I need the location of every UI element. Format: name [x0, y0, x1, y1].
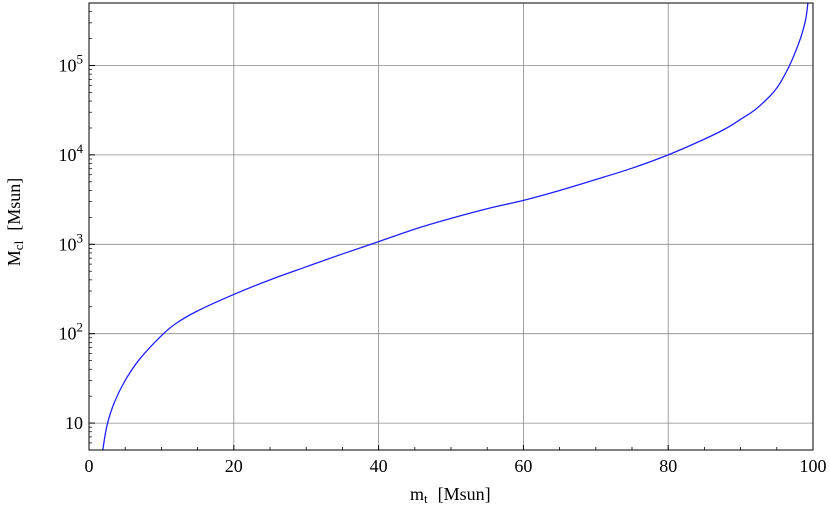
- grid: [89, 3, 813, 450]
- x-tick-label: 0: [85, 456, 94, 476]
- y-tick-label-exponent: 4: [77, 141, 84, 156]
- y-axis-label-unit: [Msun]: [4, 178, 24, 231]
- y-tick-label-exponent: 5: [77, 51, 84, 66]
- y-tick-label: 102: [59, 320, 84, 344]
- x-tick-label: 100: [800, 456, 827, 476]
- x-tick-labels: 0 20 40 60 80 100: [85, 456, 827, 476]
- plot-frame: [88, 2, 814, 451]
- x-tick-label: 60: [514, 456, 532, 476]
- y-tick-label-base: 10: [59, 234, 77, 254]
- x-tick-label: 40: [370, 456, 388, 476]
- ticks: [88, 2, 814, 451]
- y-tick-label-base: 10: [65, 413, 83, 433]
- y-tick-label: 105: [59, 51, 84, 75]
- y-tick-label-base: 10: [59, 145, 77, 165]
- x-tick-label: 20: [225, 456, 243, 476]
- x-axis-label-sub: t: [424, 491, 428, 506]
- y-axis-label-sub: cl: [11, 240, 26, 250]
- x-axis-label-unit: [Msun]: [438, 484, 491, 504]
- y-tick-label: 103: [59, 230, 84, 254]
- y-axis-label-main: M: [4, 250, 24, 266]
- x-axis-label: mt [Msun]: [410, 484, 491, 506]
- x-axis-label-main: m: [410, 484, 424, 504]
- y-tick-label: 10: [65, 413, 83, 433]
- y-axis-label: Mcl [Msun]: [4, 178, 26, 266]
- y-tick-label-exponent: 3: [77, 230, 84, 245]
- series-layer: [102, 2, 809, 451]
- series-line: [102, 2, 809, 451]
- y-tick-label: 104: [59, 141, 84, 165]
- x-tick-label: 80: [659, 456, 677, 476]
- y-tick-label-base: 10: [59, 55, 77, 75]
- y-tick-label-base: 10: [59, 324, 77, 344]
- y-tick-label-exponent: 2: [77, 320, 84, 335]
